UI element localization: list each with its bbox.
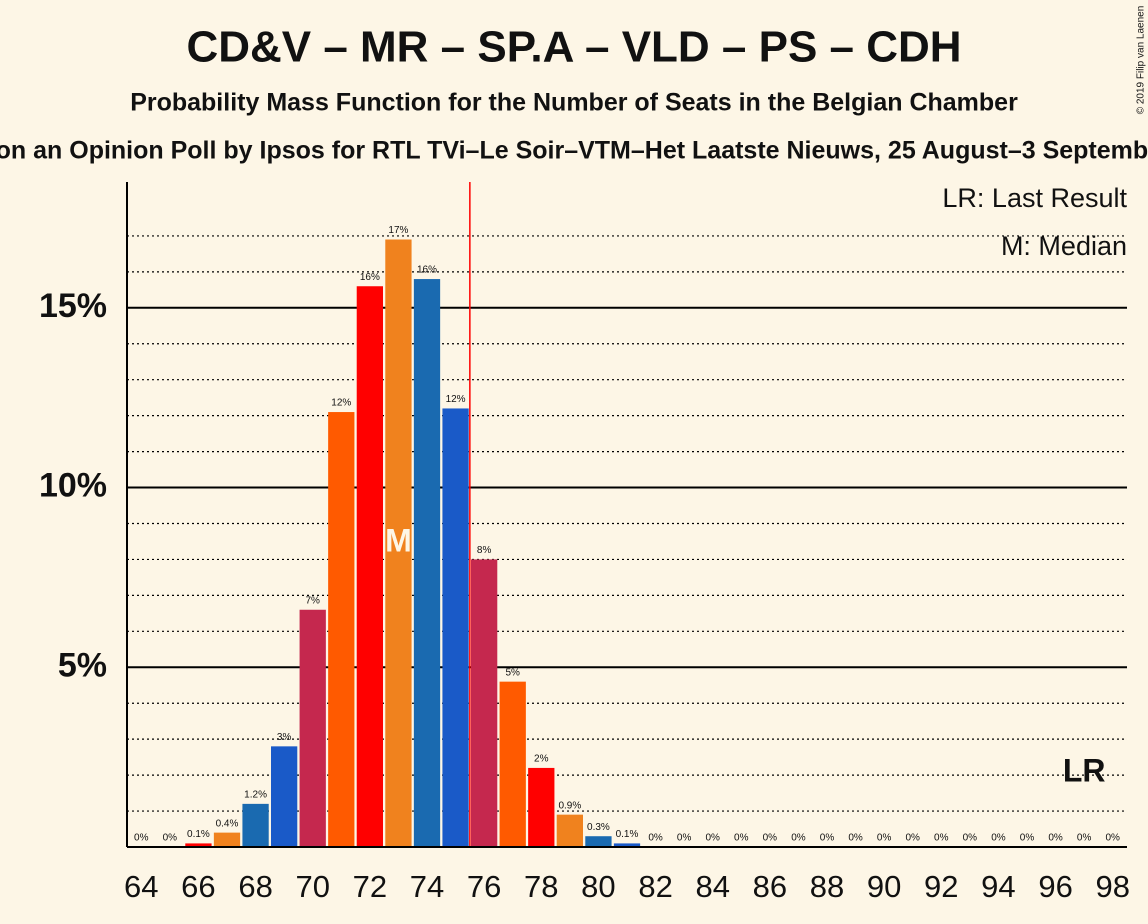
value-label: 0% xyxy=(791,833,806,844)
x-tick-label: 80 xyxy=(581,869,615,904)
value-label: 0% xyxy=(677,833,692,844)
value-label: 0% xyxy=(163,833,178,844)
y-tick-label: 5% xyxy=(58,646,107,684)
bar xyxy=(528,767,555,847)
bar xyxy=(471,559,498,847)
value-label: 0% xyxy=(963,833,978,844)
value-label: 5% xyxy=(505,667,520,678)
bar xyxy=(328,412,355,847)
chart-subtitle: Probability Mass Function for the Number… xyxy=(130,89,1018,117)
bar xyxy=(356,286,383,847)
bar xyxy=(385,239,412,847)
bar xyxy=(499,681,526,847)
x-tick-label: 76 xyxy=(467,869,501,904)
value-label: 16% xyxy=(360,272,380,283)
source-line: Based on an Opinion Poll by Ipsos for RT… xyxy=(0,137,1148,165)
x-tick-label: 70 xyxy=(295,869,329,904)
y-tick-label: 10% xyxy=(39,467,107,505)
x-tick-label: 94 xyxy=(981,869,1015,904)
value-label: 0% xyxy=(705,833,720,844)
value-label: 0% xyxy=(763,833,778,844)
legend-entry: LR: Last Result xyxy=(942,183,1127,213)
value-label: 0.3% xyxy=(587,822,610,833)
x-tick-label: 88 xyxy=(810,869,844,904)
value-label: 17% xyxy=(388,225,408,236)
x-tick-label: 64 xyxy=(124,869,158,904)
value-label: 0% xyxy=(877,833,892,844)
value-label: 0% xyxy=(934,833,949,844)
value-label: 0.9% xyxy=(558,800,581,811)
value-label: 16% xyxy=(417,265,437,276)
value-label: 0% xyxy=(1048,833,1063,844)
value-label: 0% xyxy=(734,833,749,844)
x-tick-label: 98 xyxy=(1095,869,1129,904)
median-marker: M xyxy=(385,523,412,559)
x-tick-label: 74 xyxy=(410,869,444,904)
value-label: 0.1% xyxy=(187,829,210,840)
bar xyxy=(185,843,212,847)
value-label: 1.2% xyxy=(244,790,267,801)
value-label: 2% xyxy=(534,754,549,765)
x-tick-label: 86 xyxy=(753,869,787,904)
bar xyxy=(613,843,641,847)
value-label: 0% xyxy=(991,833,1006,844)
x-tick-label: 96 xyxy=(1038,869,1072,904)
value-label: 0% xyxy=(1105,833,1120,844)
x-tick-label: 72 xyxy=(353,869,387,904)
x-tick-label: 92 xyxy=(924,869,958,904)
bar xyxy=(585,836,612,847)
value-label: 12% xyxy=(331,398,351,409)
copyright: © 2019 Filip van Laenen xyxy=(1136,6,1147,115)
x-tick-label: 66 xyxy=(181,869,215,904)
value-label: 8% xyxy=(477,545,492,556)
value-label: 0% xyxy=(1020,833,1035,844)
bar xyxy=(413,279,441,847)
value-label: 0% xyxy=(134,833,149,844)
last-result-marker: LR xyxy=(1063,752,1106,788)
bar xyxy=(271,746,298,847)
x-tick-label: 90 xyxy=(867,869,901,904)
chart-title: CD&V – MR – SP.A – VLD – PS – CDH xyxy=(186,23,961,72)
value-label: 0% xyxy=(905,833,920,844)
x-tick-label: 68 xyxy=(238,869,272,904)
bar xyxy=(242,803,269,847)
x-tick-label: 82 xyxy=(638,869,672,904)
bar xyxy=(299,609,326,847)
value-label: 0% xyxy=(848,833,863,844)
value-label: 0% xyxy=(820,833,835,844)
value-label: 0.1% xyxy=(616,829,639,840)
x-tick-label: 78 xyxy=(524,869,558,904)
value-label: 0% xyxy=(648,833,663,844)
value-label: 0.4% xyxy=(216,818,239,829)
bar xyxy=(442,408,469,847)
x-tick-label: 84 xyxy=(695,869,729,904)
bar xyxy=(556,814,583,847)
y-tick-label: 15% xyxy=(39,287,107,325)
value-label: 12% xyxy=(446,394,466,405)
value-label: 7% xyxy=(305,595,320,606)
bar xyxy=(213,832,241,847)
value-label: 0% xyxy=(1077,833,1092,844)
value-label: 3% xyxy=(277,732,292,743)
